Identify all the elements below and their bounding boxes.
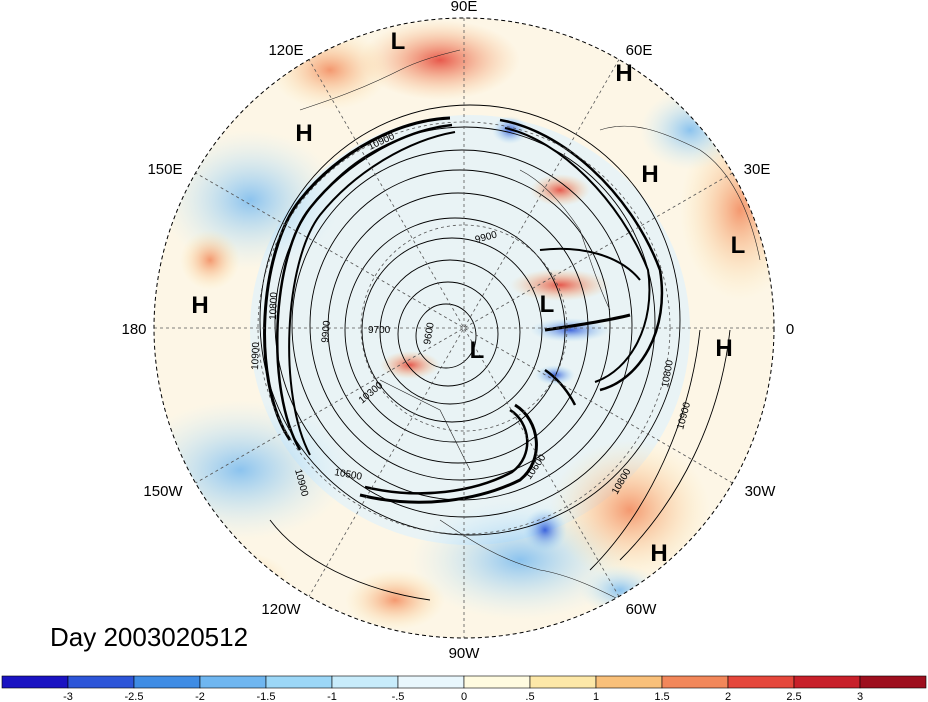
pressure-center-marker: H xyxy=(715,335,732,362)
figure-title: Day 2003020512 xyxy=(50,622,248,652)
pressure-center-marker: H xyxy=(641,161,658,188)
lon-label-120e: 120E xyxy=(268,42,303,59)
colorbar-swatch xyxy=(67,675,135,689)
lon-label-30e: 30E xyxy=(744,161,771,178)
map-boundary xyxy=(153,17,775,639)
pressure-center-marker: H xyxy=(650,540,667,567)
colorbar-tick-label: .5 xyxy=(525,691,534,702)
colorbar-swatch xyxy=(133,675,201,689)
lon-label-60e: 60E xyxy=(626,42,653,59)
longitude-labels: 90E 60E 30E 0 30W 60W 90W 120W 150W 180 … xyxy=(121,0,794,662)
lon-label-90w: 90W xyxy=(449,645,481,662)
lon-label-30w: 30W xyxy=(745,483,777,500)
lon-label-60w: 60W xyxy=(626,601,658,618)
colorbar-tick-label: 1 xyxy=(593,691,599,702)
anomaly-field xyxy=(154,18,774,638)
colorbar-swatch xyxy=(265,675,333,689)
pressure-center-marker: H xyxy=(615,60,632,87)
contour-label: 9600 xyxy=(422,321,437,345)
colorbar-swatch xyxy=(793,675,861,689)
pressure-center-marker: L xyxy=(470,337,485,364)
colorbar: -3 -2.5 -2 -1.5 -1 -.5 0 .5 1 1.5 2 2.5 3 xyxy=(1,675,927,702)
pressure-center-marker: L xyxy=(731,232,746,259)
colorbar-tick-label: -3 xyxy=(63,691,73,702)
lon-label-150w: 150W xyxy=(143,483,183,500)
colorbar-swatch xyxy=(331,675,399,689)
pressure-center-marker: H xyxy=(191,292,208,319)
colorbar-tick-label: -1.5 xyxy=(257,691,276,702)
contour-label: 10800 xyxy=(660,359,676,389)
colorbar-swatch xyxy=(397,675,465,689)
lon-label-120w: 120W xyxy=(261,601,301,618)
colorbar-swatch xyxy=(727,675,795,689)
contour-label: 10800 xyxy=(268,291,280,320)
colorbar-swatch xyxy=(199,675,267,689)
colorbar-swatch xyxy=(859,675,927,689)
graticule xyxy=(154,18,774,638)
pressure-center-marker: H xyxy=(295,120,312,147)
colorbar-swatch xyxy=(529,675,597,689)
coastlines xyxy=(299,49,761,601)
lon-label-90e: 90E xyxy=(451,0,478,15)
contour-label: 10500 xyxy=(333,467,363,483)
colorbar-swatch xyxy=(661,675,729,689)
contour-label: 9700 xyxy=(368,325,391,336)
colorbar-tick-label: 2 xyxy=(725,691,731,702)
colorbar-tick-label: -2 xyxy=(195,691,205,702)
contour-label: 10900 xyxy=(250,341,262,370)
colorbar-swatch xyxy=(595,675,663,689)
colorbar-tick-label: 1.5 xyxy=(654,691,669,702)
colorbar-swatch xyxy=(463,675,531,689)
lon-label-0: 0 xyxy=(786,321,794,338)
height-contours xyxy=(259,104,731,601)
colorbar-tick-label: -.5 xyxy=(392,691,405,702)
lon-label-150e: 150E xyxy=(147,161,182,178)
pressure-center-marker: L xyxy=(540,291,555,318)
colorbar-tick-label: -1 xyxy=(327,691,337,702)
pressure-center-marker: L xyxy=(391,28,406,55)
contour-label: 9900 xyxy=(320,320,333,344)
colorbar-tick-label: 0 xyxy=(461,691,467,702)
pressure-centers: L H H H L L H H H L H H xyxy=(191,28,746,567)
colorbar-tick-label: 3 xyxy=(857,691,863,702)
colorbar-swatch xyxy=(1,675,69,689)
lon-label-180: 180 xyxy=(121,321,146,338)
colorbar-tick-label: 2.5 xyxy=(786,691,801,702)
colorbar-tick-label: -2.5 xyxy=(125,691,144,702)
